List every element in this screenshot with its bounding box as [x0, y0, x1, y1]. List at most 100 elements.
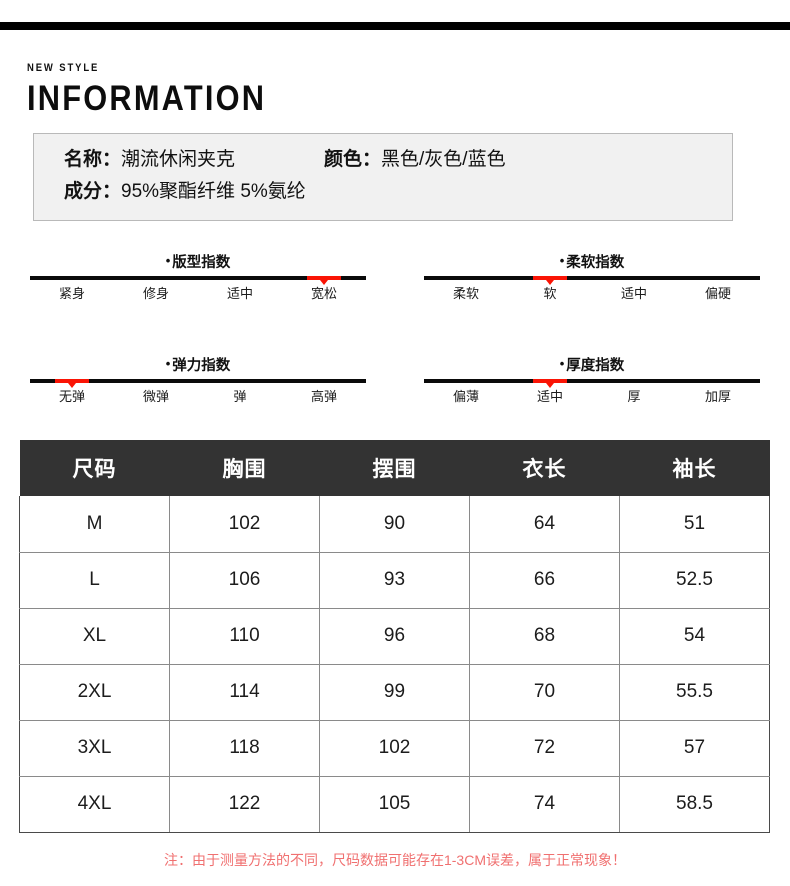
column-header-size: 尺码 — [19, 440, 170, 496]
cell-chest: 114 — [169, 664, 320, 721]
column-header-hem: 摆围 — [319, 440, 470, 496]
product-name-cell: 名称：潮流休闲夹克 — [64, 147, 324, 173]
cell-sleeve: 54 — [619, 608, 770, 665]
index-scale-elasticity: • 弹力指数 无弹 微弹 弹 高弹 — [30, 355, 366, 405]
product-color-label: 颜色： — [324, 149, 382, 170]
eyebrow-text: NEW STYLE — [27, 62, 100, 74]
scale-labels: 无弹 微弹 弹 高弹 — [30, 388, 366, 405]
scale-label: 宽松 — [310, 286, 337, 301]
bullet-icon: • — [165, 356, 171, 371]
scale-labels: 柔软 软 适中 偏硬 — [424, 285, 760, 302]
bullet-icon: • — [165, 253, 171, 268]
scale-label: 紧身 — [58, 286, 85, 301]
size-chart-body: M 102 90 64 51 L 106 93 66 52.5 XL 110 9… — [19, 496, 770, 833]
table-row: XL 110 96 68 54 — [19, 608, 770, 665]
product-info-box: 名称：潮流休闲夹克 颜色：黑色/灰色/蓝色 成分：95%聚酯纤维 5%氨纶 — [33, 133, 733, 221]
scale-label: 适中 — [620, 286, 647, 301]
column-header-sleeve: 袖长 — [619, 440, 770, 496]
cell-chest: 102 — [169, 496, 320, 553]
index-scale-thickness: • 厚度指数 偏薄 适中 厚 加厚 — [424, 355, 760, 405]
scale-marker-icon — [55, 379, 89, 388]
cell-size: L — [19, 552, 170, 609]
info-row: 名称：潮流休闲夹克 颜色：黑色/灰色/蓝色 — [64, 147, 724, 173]
product-name-value: 潮流休闲夹克 — [121, 149, 236, 170]
column-header-length: 衣长 — [469, 440, 620, 496]
cell-hem: 96 — [319, 608, 470, 665]
scale-label: 微弹 — [142, 389, 169, 404]
top-divider-bar — [0, 22, 790, 30]
cell-hem: 99 — [319, 664, 470, 721]
product-color-cell: 颜色：黑色/灰色/蓝色 — [324, 147, 506, 173]
bullet-icon: • — [559, 356, 565, 371]
scale-label: 偏硬 — [704, 286, 731, 301]
size-chart-table: 尺码 胸围 摆围 衣长 袖长 M 102 90 64 51 L 106 93 6… — [19, 440, 770, 833]
scale-labels: 紧身 修身 适中 宽松 — [30, 285, 366, 302]
cell-chest: 110 — [169, 608, 320, 665]
product-material-value: 95%聚酯纤维 5%氨纶 — [121, 181, 306, 202]
table-row: L 106 93 66 52.5 — [19, 552, 770, 609]
cell-hem: 105 — [319, 776, 470, 833]
scale-bar — [30, 276, 366, 285]
cell-length: 74 — [469, 776, 620, 833]
scale-title: • 版型指数 — [30, 252, 366, 272]
scale-title: • 弹力指数 — [30, 355, 366, 375]
table-header-row: 尺码 胸围 摆围 衣长 袖长 — [19, 440, 770, 496]
scale-label: 偏薄 — [452, 389, 479, 404]
scale-title: • 柔软指数 — [424, 252, 760, 272]
cell-chest: 106 — [169, 552, 320, 609]
table-row: M 102 90 64 51 — [19, 496, 770, 553]
table-row: 3XL 118 102 72 57 — [19, 720, 770, 777]
scale-label: 软 — [543, 286, 557, 301]
scale-title-text: 柔软指数 — [566, 255, 625, 271]
scale-title-text: 版型指数 — [172, 255, 231, 271]
cell-length: 72 — [469, 720, 620, 777]
scale-bar — [424, 276, 760, 285]
cell-sleeve: 55.5 — [619, 664, 770, 721]
measurement-note: 注：由于测量方法的不同，尺码数据可能存在1-3CM误差，属于正常现象！ — [163, 852, 626, 868]
scale-title: • 厚度指数 — [424, 355, 760, 375]
cell-size: 3XL — [19, 720, 170, 777]
table-row: 2XL 114 99 70 55.5 — [19, 664, 770, 721]
column-header-chest: 胸围 — [169, 440, 320, 496]
product-color-value: 黑色/灰色/蓝色 — [381, 149, 506, 170]
table-row: 4XL 122 105 74 58.5 — [19, 776, 770, 833]
scale-title-text: 弹力指数 — [172, 358, 231, 374]
scale-label: 适中 — [536, 389, 563, 404]
bullet-icon: • — [559, 253, 565, 268]
page-heading: NEW STYLE INFORMATION — [27, 62, 299, 118]
scale-label: 弹 — [233, 389, 247, 404]
cell-sleeve: 52.5 — [619, 552, 770, 609]
cell-size: XL — [19, 608, 170, 665]
cell-sleeve: 58.5 — [619, 776, 770, 833]
index-scale-softness: • 柔软指数 柔软 软 适中 偏硬 — [424, 252, 760, 302]
cell-chest: 118 — [169, 720, 320, 777]
scale-label: 高弹 — [310, 389, 337, 404]
scale-label: 厚 — [627, 389, 641, 404]
size-chart-header: 尺码 胸围 摆围 衣长 袖长 — [19, 440, 770, 496]
info-row: 成分：95%聚酯纤维 5%氨纶 — [64, 179, 724, 205]
scale-marker-icon — [533, 379, 567, 388]
scale-bar — [30, 379, 366, 388]
scale-marker-icon — [533, 276, 567, 285]
scale-title-text: 厚度指数 — [566, 358, 625, 374]
scale-label: 修身 — [142, 286, 169, 301]
cell-hem: 93 — [319, 552, 470, 609]
index-scale-fit: • 版型指数 紧身 修身 适中 宽松 — [30, 252, 366, 302]
cell-chest: 122 — [169, 776, 320, 833]
cell-length: 70 — [469, 664, 620, 721]
product-material-cell: 成分：95%聚酯纤维 5%氨纶 — [64, 179, 324, 205]
cell-length: 66 — [469, 552, 620, 609]
cell-size: 4XL — [19, 776, 170, 833]
scale-marker-icon — [307, 276, 341, 285]
cell-size: M — [19, 496, 170, 553]
page-title: INFORMATION — [27, 79, 267, 118]
cell-length: 68 — [469, 608, 620, 665]
cell-hem: 102 — [319, 720, 470, 777]
scale-label: 柔软 — [452, 286, 479, 301]
product-name-label: 名称： — [64, 149, 122, 170]
cell-length: 64 — [469, 496, 620, 553]
scale-label: 无弹 — [58, 389, 85, 404]
scale-label: 加厚 — [704, 389, 731, 404]
cell-size: 2XL — [19, 664, 170, 721]
cell-sleeve: 51 — [619, 496, 770, 553]
